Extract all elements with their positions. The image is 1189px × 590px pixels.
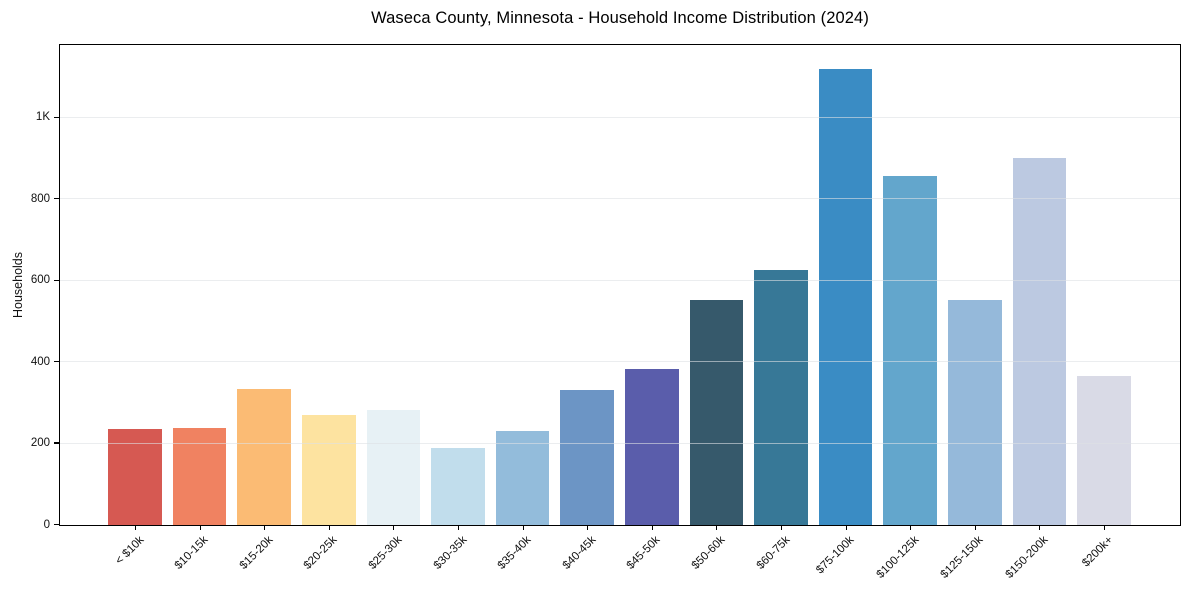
- x-tick-mark: [328, 526, 330, 530]
- x-tick-mark: [393, 526, 395, 530]
- x-tick-label: $75-100k: [814, 534, 857, 577]
- x-tick-label: $50-60k: [689, 534, 728, 572]
- x-tick-mark: [457, 526, 460, 530]
- x-tick-label: $30-35k: [431, 534, 469, 572]
- x-tick-mark: [522, 526, 524, 530]
- y-tick-mark: [54, 116, 59, 118]
- y-tick-label: 800: [30, 192, 50, 205]
- x-tick-label: $45-50k: [624, 534, 663, 572]
- x-tick-label: $200k+: [1079, 534, 1115, 570]
- bar-$45-50k: [625, 369, 679, 525]
- bar-$15-20k: [237, 389, 291, 525]
- bar-$40-45k: [560, 390, 614, 525]
- bar-$150-200k: [1012, 158, 1067, 525]
- y-tick-label: 400: [30, 355, 50, 368]
- gridline: [60, 279, 1180, 281]
- bar-$10-15k: [172, 428, 227, 525]
- gridline: [60, 198, 1180, 200]
- x-tick-label: $15-20k: [237, 534, 276, 572]
- x-tick-label: $20-25k: [301, 534, 340, 572]
- gridline: [60, 361, 1180, 363]
- x-tick-mark: [1103, 526, 1106, 530]
- x-tick-mark: [264, 526, 266, 530]
- bar-$200k+: [1077, 376, 1131, 525]
- x-tick-label: < $10k: [112, 534, 146, 568]
- bar-$30-35k: [431, 447, 485, 525]
- bar-< $10k: [108, 429, 162, 525]
- bar-$125-150k: [948, 299, 1002, 525]
- y-tick-mark: [54, 279, 59, 281]
- y-tick-label: 600: [30, 274, 50, 287]
- gridline: [60, 116, 1180, 118]
- x-tick-label: $125-150k: [938, 534, 986, 581]
- x-tick-label: $35-40k: [495, 534, 534, 572]
- plot-area: [59, 44, 1181, 526]
- bar-$75-100k: [818, 68, 873, 525]
- x-tick-label: $100-125k: [874, 534, 922, 581]
- y-tick-label: 200: [30, 437, 50, 450]
- x-tick-mark: [780, 526, 783, 530]
- x-tick-label: $25-30k: [366, 534, 405, 572]
- gridline: [60, 442, 1180, 444]
- x-tick-label: $10-15k: [172, 534, 211, 572]
- y-tick-mark: [54, 360, 59, 363]
- bar-$35-40k: [495, 430, 550, 525]
- chart-title: Waseca County, Minnesota - Household Inc…: [371, 9, 869, 27]
- y-tick-mark: [54, 198, 59, 200]
- y-tick-label: 1K: [35, 111, 50, 124]
- x-tick-label: $150-200k: [1003, 534, 1051, 581]
- x-tick-mark: [845, 526, 847, 530]
- bar-$50-60k: [689, 299, 744, 525]
- x-tick-mark: [910, 526, 912, 530]
- x-tick-mark: [974, 526, 976, 530]
- x-tick-mark: [716, 526, 718, 530]
- x-tick-mark: [587, 526, 589, 530]
- bar-$100-125k: [883, 175, 937, 525]
- x-tick-mark: [1039, 526, 1041, 530]
- x-tick-mark: [134, 526, 137, 530]
- bar-$20-25k: [302, 414, 356, 525]
- x-tick-label: $40-45k: [560, 534, 599, 572]
- y-tick-mark: [54, 523, 59, 526]
- x-tick-mark: [199, 526, 201, 530]
- bar-$25-30k: [366, 409, 421, 525]
- x-tick-mark: [651, 526, 653, 530]
- y-tick-mark: [54, 442, 59, 444]
- bar-$60-75k: [754, 270, 808, 525]
- y-tick-label: 0: [43, 518, 50, 531]
- x-tick-label: $60-75k: [754, 534, 792, 572]
